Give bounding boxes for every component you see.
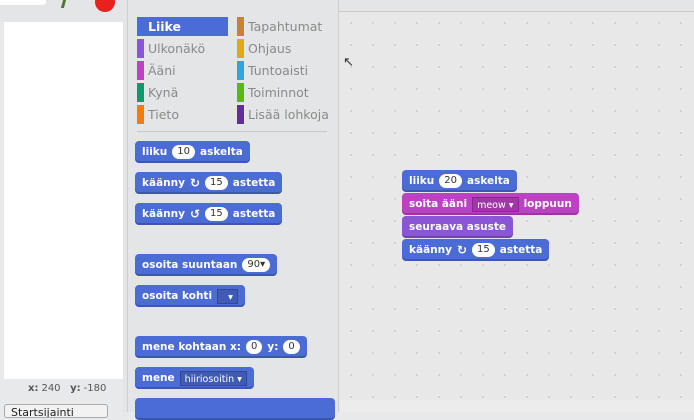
block-text: osoita suuntaan xyxy=(142,259,238,271)
category-label: Kynä xyxy=(148,85,179,100)
category-color-swatch xyxy=(237,105,244,124)
stage-toolbar xyxy=(0,0,127,22)
stop-icon[interactable] xyxy=(95,0,115,12)
block-text: astetta xyxy=(499,244,543,256)
category-lisää-lohkoja[interactable]: Lisää lohkoja xyxy=(237,105,329,124)
x-input[interactable]: 0 xyxy=(246,340,263,354)
category-label: Toiminnot xyxy=(248,85,309,100)
palette-block-move[interactable]: liiku 10 askelta xyxy=(135,141,250,163)
target-dropdown[interactable]: ▾ xyxy=(217,288,238,304)
pane-divider[interactable] xyxy=(123,0,128,412)
category-color-swatch xyxy=(237,61,244,80)
y-input[interactable]: 0 xyxy=(283,340,300,354)
direction-input[interactable]: 90▾ xyxy=(242,258,271,272)
category-color-swatch xyxy=(137,105,144,124)
block-text: käänny xyxy=(409,244,452,256)
category-liike[interactable]: Liike xyxy=(137,17,228,36)
category-tapahtumat[interactable]: Tapahtumat xyxy=(237,17,322,36)
category-color-swatch xyxy=(137,83,144,102)
steps-input[interactable]: 10 xyxy=(172,145,195,159)
block-text: askelta xyxy=(467,175,510,187)
degrees-input[interactable]: 15 xyxy=(205,207,228,221)
block-text: liiku xyxy=(142,146,168,158)
palette-block-goto-xy[interactable]: mene kohtaan x: 0 y: 0 xyxy=(135,336,307,358)
steps-input[interactable]: 20 xyxy=(439,174,462,188)
category-color-swatch xyxy=(237,39,244,58)
category-label: Liike xyxy=(148,19,181,34)
script-block-next-costume[interactable]: seuraava asuste xyxy=(402,216,513,238)
block-text: soita ääni xyxy=(409,198,468,210)
category-label: Lisää lohkoja xyxy=(248,107,329,122)
block-text: y: xyxy=(267,341,279,353)
start-button[interactable]: Startsijainti xyxy=(4,404,108,418)
palette-block-goto[interactable]: mene hiiriosoitin ▾ xyxy=(135,367,254,389)
sound-value: meow xyxy=(477,199,506,211)
category-kynä[interactable]: Kynä xyxy=(137,83,178,102)
stage[interactable] xyxy=(4,22,123,379)
category-label: Tieto xyxy=(148,107,179,122)
mouse-cursor-icon: ↖ xyxy=(343,55,354,70)
block-text: mene kohtaan x: xyxy=(142,341,241,353)
category-tuntoaisti[interactable]: Tuntoaisti xyxy=(237,61,308,80)
rotate-right-icon: ↻ xyxy=(456,243,468,257)
block-text: mene xyxy=(142,372,175,384)
block-text: käänny xyxy=(142,208,185,220)
tabs-bar xyxy=(339,0,694,12)
block-text: askelta xyxy=(200,146,243,158)
mouse-coordinates: x: 240 y: -180 xyxy=(28,383,106,394)
category-label: Ulkonäkö xyxy=(148,41,206,56)
block-text: astetta xyxy=(232,177,276,189)
block-text: astetta xyxy=(232,208,276,220)
category-tieto[interactable]: Tieto xyxy=(137,105,179,124)
palette-block-glide[interactable] xyxy=(135,398,335,420)
palette-block-turn-left[interactable]: käänny ↺ 15 astetta xyxy=(135,203,283,225)
palette-block-turn-right[interactable]: käänny ↻ 15 astetta xyxy=(135,172,283,194)
category-label: Ääni xyxy=(148,63,176,78)
category-toiminnot[interactable]: Toiminnot xyxy=(237,83,309,102)
stage-title-bar xyxy=(0,0,46,5)
palette-block-point-towards[interactable]: osoita kohti ▾ xyxy=(135,285,245,307)
degrees-input[interactable]: 15 xyxy=(205,176,228,190)
category-label: Ohjaus xyxy=(248,41,292,56)
category-ohjaus[interactable]: Ohjaus xyxy=(237,39,291,58)
script-block-move[interactable]: liiku 20 askelta xyxy=(402,170,517,192)
category-ulkonäkö[interactable]: Ulkonäkö xyxy=(137,39,205,58)
sound-dropdown[interactable]: meow ▾ xyxy=(472,196,519,212)
block-text: loppuun xyxy=(523,198,572,210)
category-color-swatch xyxy=(237,17,244,36)
horizontal-scrollbar[interactable] xyxy=(340,400,694,412)
category-color-swatch xyxy=(137,61,144,80)
direction-value: 90 xyxy=(247,259,261,270)
script-block-turn[interactable]: käänny ↻ 15 astetta xyxy=(402,239,550,261)
block-text: osoita kohti xyxy=(142,290,213,302)
green-flag-icon[interactable] xyxy=(60,0,67,8)
rotate-left-icon: ↺ xyxy=(189,207,201,221)
goto-target-value: hiiriosoitin xyxy=(184,373,235,385)
degrees-input[interactable]: 15 xyxy=(472,243,495,257)
goto-target-dropdown[interactable]: hiiriosoitin ▾ xyxy=(179,370,247,386)
rotate-right-icon: ↻ xyxy=(189,176,201,190)
y-label: y: xyxy=(70,383,81,394)
category-label: Tuntoaisti xyxy=(248,63,309,78)
y-value: -180 xyxy=(83,383,107,394)
category-label: Tapahtumat xyxy=(248,19,323,34)
category-color-swatch xyxy=(237,83,244,102)
category-ääni[interactable]: Ääni xyxy=(137,61,176,80)
palette-block-point-direction[interactable]: osoita suuntaan 90▾ xyxy=(135,254,278,276)
x-value: 240 xyxy=(41,383,61,394)
block-text: liiku xyxy=(409,175,435,187)
script-block-play-sound[interactable]: soita ääni meow ▾ loppuun xyxy=(402,193,579,215)
block-text: käänny xyxy=(142,177,185,189)
palette-separator xyxy=(137,131,327,132)
x-label: x: xyxy=(28,383,39,394)
block-text: seuraava asuste xyxy=(409,221,506,233)
category-color-swatch xyxy=(137,39,144,58)
